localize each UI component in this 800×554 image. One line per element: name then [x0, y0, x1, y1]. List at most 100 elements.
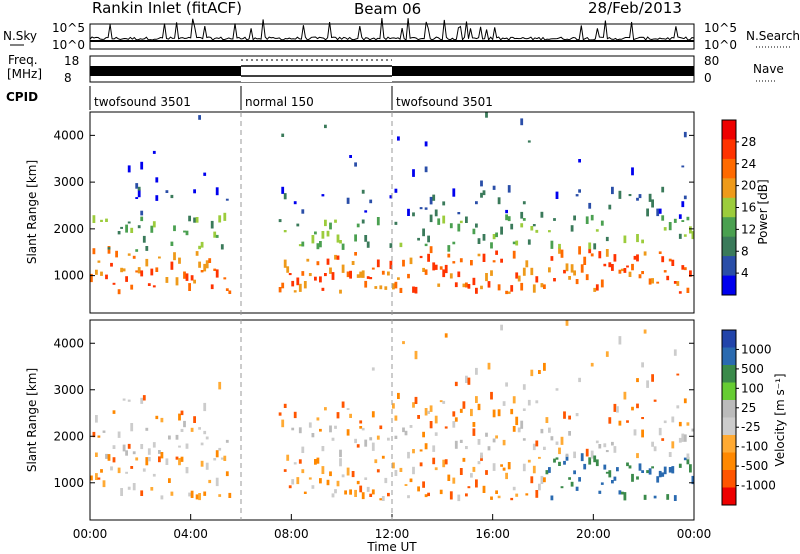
velocity-cell [354, 489, 357, 497]
velocity-cell [354, 438, 357, 444]
velocity-cell [595, 440, 599, 444]
power-cell [117, 231, 121, 235]
power-cell [575, 194, 579, 197]
velocity-cell [122, 398, 126, 401]
power-cell [457, 271, 461, 278]
power-cell [497, 197, 501, 205]
velocity-cell [316, 417, 320, 421]
cpid-dividers [240, 112, 393, 520]
velocity-cell [500, 324, 503, 331]
velocity-cell [293, 462, 297, 465]
velocity-cell [168, 478, 171, 483]
velocity-cell [422, 481, 425, 488]
power-colorbar-tick-label: 4 [741, 266, 749, 280]
velocity-cell [223, 455, 227, 461]
velocity-cell [117, 467, 121, 474]
power-cell [223, 212, 227, 221]
power-cell [369, 199, 373, 204]
power-cell [137, 267, 141, 274]
velocity-cell [185, 443, 189, 449]
power-cell [150, 268, 154, 276]
power-cell [135, 197, 139, 199]
velocity-cell [487, 446, 491, 451]
velocity-cell [341, 401, 345, 408]
nsky-tick-top: 10^5 [52, 21, 85, 35]
velocity-cell [573, 470, 576, 475]
power-cell [205, 260, 209, 269]
power-cell [296, 277, 300, 286]
power-cell [475, 287, 478, 294]
velocity-cell [198, 493, 201, 501]
power-cell [515, 240, 519, 246]
velocity-cell [298, 427, 302, 434]
velocity-cell [691, 475, 695, 485]
velocity-cell [616, 467, 619, 472]
velocity-cell [361, 492, 365, 500]
power-cell [636, 197, 639, 201]
nsky-tick-bottom: 10^0 [52, 38, 85, 52]
velocity-yticks: 1000 2000 3000 4000 [53, 336, 694, 490]
velocity-cell [663, 420, 667, 424]
velocity-cell [454, 381, 458, 387]
power-cell [485, 273, 488, 282]
velocity-xticks: 00:00 04:00 08:00 12:00 16:00 20:00 00:00 [73, 514, 712, 541]
power-cell [107, 246, 111, 254]
velocity-cell [376, 469, 380, 473]
power-cell [384, 286, 388, 290]
power-cell [349, 270, 352, 279]
power-cell [563, 269, 566, 274]
velocity-cell [442, 400, 446, 404]
velocity-cell [661, 438, 665, 441]
velocity-cell [288, 485, 292, 489]
power-cell [442, 215, 446, 224]
velocity-cell [673, 495, 677, 501]
power-cell [681, 201, 685, 208]
velocity-colorbar-label: Velocity [m s⁻¹] [773, 373, 787, 466]
power-cell [507, 185, 511, 193]
velocity-cell [550, 436, 554, 441]
velocity-cell [532, 465, 536, 474]
power-cell [366, 276, 370, 279]
power-cell [142, 235, 146, 243]
velocity-cell [412, 402, 415, 408]
power-cell [517, 275, 521, 282]
velocity-cell [394, 435, 398, 439]
velocity-cell [132, 451, 136, 455]
power-cell [668, 258, 672, 262]
power-cell [485, 112, 488, 118]
power-cell [127, 221, 131, 224]
power-cell [570, 264, 574, 273]
velocity-cell [497, 495, 501, 499]
xtick-label: 00:00 [677, 527, 712, 541]
power-cell [495, 232, 498, 238]
power-cell [387, 271, 390, 276]
power-cell [195, 251, 199, 256]
power-cell [185, 230, 189, 236]
power-cell [193, 217, 196, 223]
velocity-cell [636, 476, 639, 480]
power-cell [492, 234, 496, 240]
velocity-cell [359, 485, 363, 493]
velocity-cell [311, 485, 315, 489]
power-cell [349, 155, 352, 158]
velocity-colorbar-swatch [722, 330, 736, 348]
velocity-cell [470, 408, 473, 417]
power-cell [530, 267, 534, 276]
velocity-cell [535, 440, 539, 447]
velocity-cell [651, 374, 654, 382]
velocity-colorbar-swatch [722, 365, 736, 383]
velocity-cell [530, 369, 534, 377]
power-cell [392, 283, 395, 290]
power-cell [492, 185, 496, 190]
power-cell [424, 207, 428, 210]
nave-label: Nave [753, 62, 784, 76]
velocity-cell [152, 442, 156, 448]
velocity-cell [439, 400, 443, 403]
power-cell [492, 260, 496, 263]
velocity-cell [379, 498, 383, 501]
power-cell [686, 216, 690, 221]
power-cell [550, 240, 554, 249]
power-cell [298, 283, 302, 292]
power-cell [145, 246, 149, 251]
